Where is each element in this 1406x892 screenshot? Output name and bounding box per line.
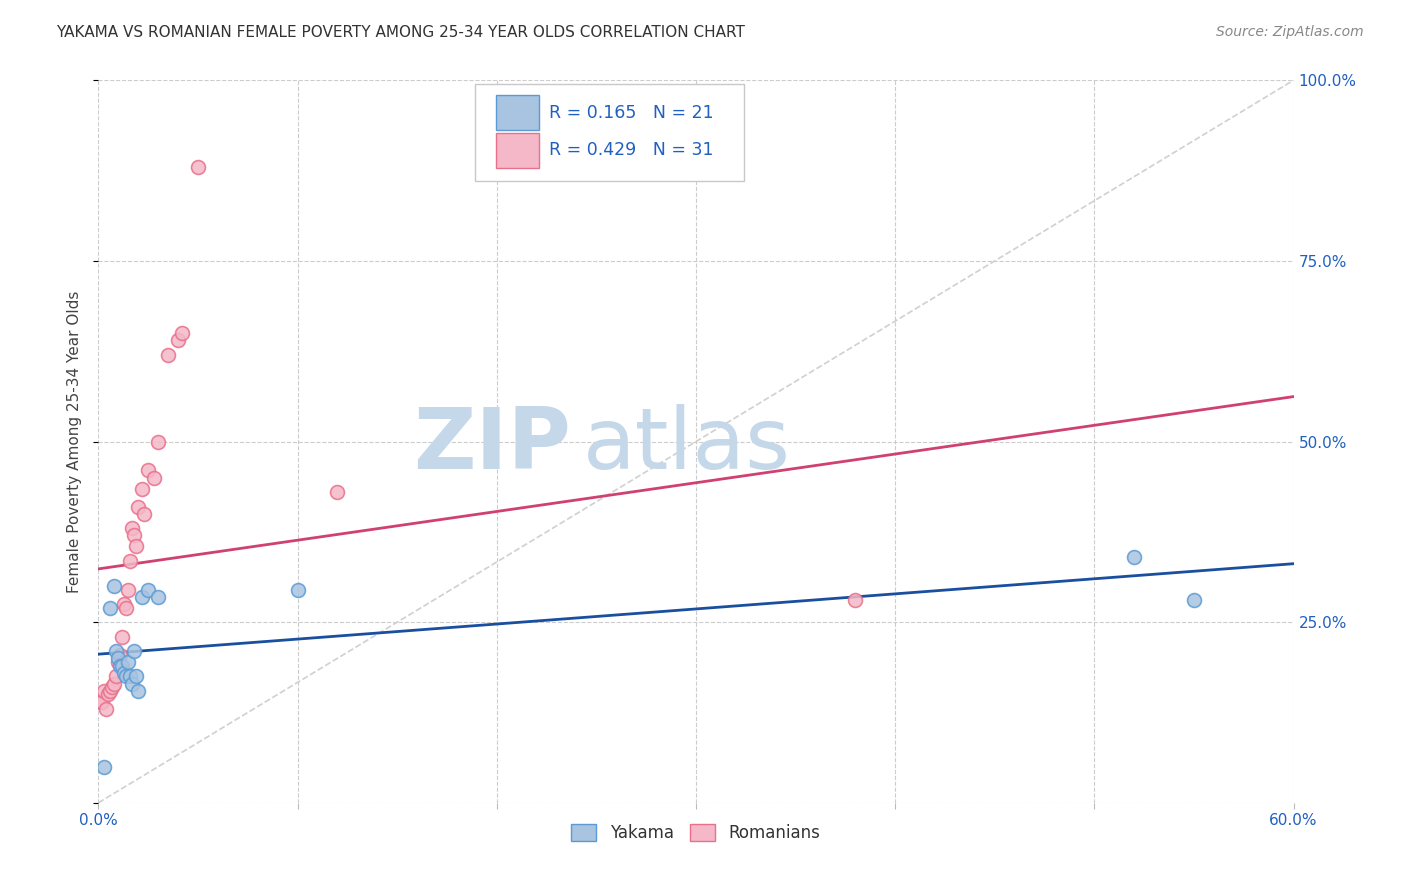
Point: [134, 507, 156, 521]
Point: [93, 760, 115, 774]
Point: [93, 683, 115, 698]
Legend: Yakama, Romanians: Yakama, Romanians: [565, 817, 827, 848]
FancyBboxPatch shape: [475, 84, 744, 181]
Point: [101, 680, 124, 694]
Point: [136, 463, 159, 477]
Text: atlas: atlas: [582, 404, 790, 487]
Text: ZIP: ZIP: [413, 404, 571, 487]
Point: [131, 590, 153, 604]
Point: [127, 500, 149, 514]
Point: [157, 348, 180, 362]
Point: [105, 644, 128, 658]
Point: [287, 582, 309, 597]
Y-axis label: Female Poverty Among 25-34 Year Olds: Female Poverty Among 25-34 Year Olds: [67, 291, 83, 592]
Point: [111, 630, 134, 644]
Point: [91, 695, 114, 709]
Point: [89, 695, 111, 709]
Point: [107, 651, 129, 665]
Text: R = 0.165   N = 21: R = 0.165 N = 21: [548, 103, 714, 122]
Point: [124, 528, 146, 542]
Point: [1182, 593, 1205, 607]
Point: [143, 470, 166, 484]
Point: [121, 676, 143, 690]
FancyBboxPatch shape: [496, 95, 540, 130]
Point: [172, 326, 194, 340]
Point: [1123, 550, 1146, 565]
Point: [112, 665, 135, 680]
Point: [131, 482, 153, 496]
Point: [117, 582, 139, 597]
Point: [121, 521, 143, 535]
Point: [125, 539, 148, 553]
Text: Source: ZipAtlas.com: Source: ZipAtlas.com: [1216, 25, 1364, 39]
Point: [103, 579, 125, 593]
Point: [117, 655, 139, 669]
Point: [103, 676, 125, 690]
Point: [105, 669, 128, 683]
Point: [120, 554, 142, 568]
Point: [125, 669, 148, 683]
Point: [110, 658, 132, 673]
Point: [96, 702, 118, 716]
Point: [326, 485, 349, 500]
Point: [167, 334, 190, 348]
Point: [187, 160, 209, 174]
Point: [98, 683, 122, 698]
Point: [136, 582, 159, 597]
Point: [115, 669, 138, 683]
Point: [844, 593, 866, 607]
Text: YAKAMA VS ROMANIAN FEMALE POVERTY AMONG 25-34 YEAR OLDS CORRELATION CHART: YAKAMA VS ROMANIAN FEMALE POVERTY AMONG …: [56, 25, 745, 40]
Text: R = 0.429   N = 31: R = 0.429 N = 31: [548, 141, 713, 160]
Point: [120, 669, 142, 683]
Point: [112, 597, 135, 611]
Point: [148, 434, 170, 449]
Point: [127, 683, 149, 698]
Point: [107, 655, 129, 669]
Point: [124, 644, 146, 658]
Point: [97, 687, 120, 701]
FancyBboxPatch shape: [496, 133, 540, 168]
Point: [111, 658, 134, 673]
Point: [115, 600, 138, 615]
Point: [148, 590, 170, 604]
Point: [110, 648, 132, 662]
Point: [98, 600, 122, 615]
